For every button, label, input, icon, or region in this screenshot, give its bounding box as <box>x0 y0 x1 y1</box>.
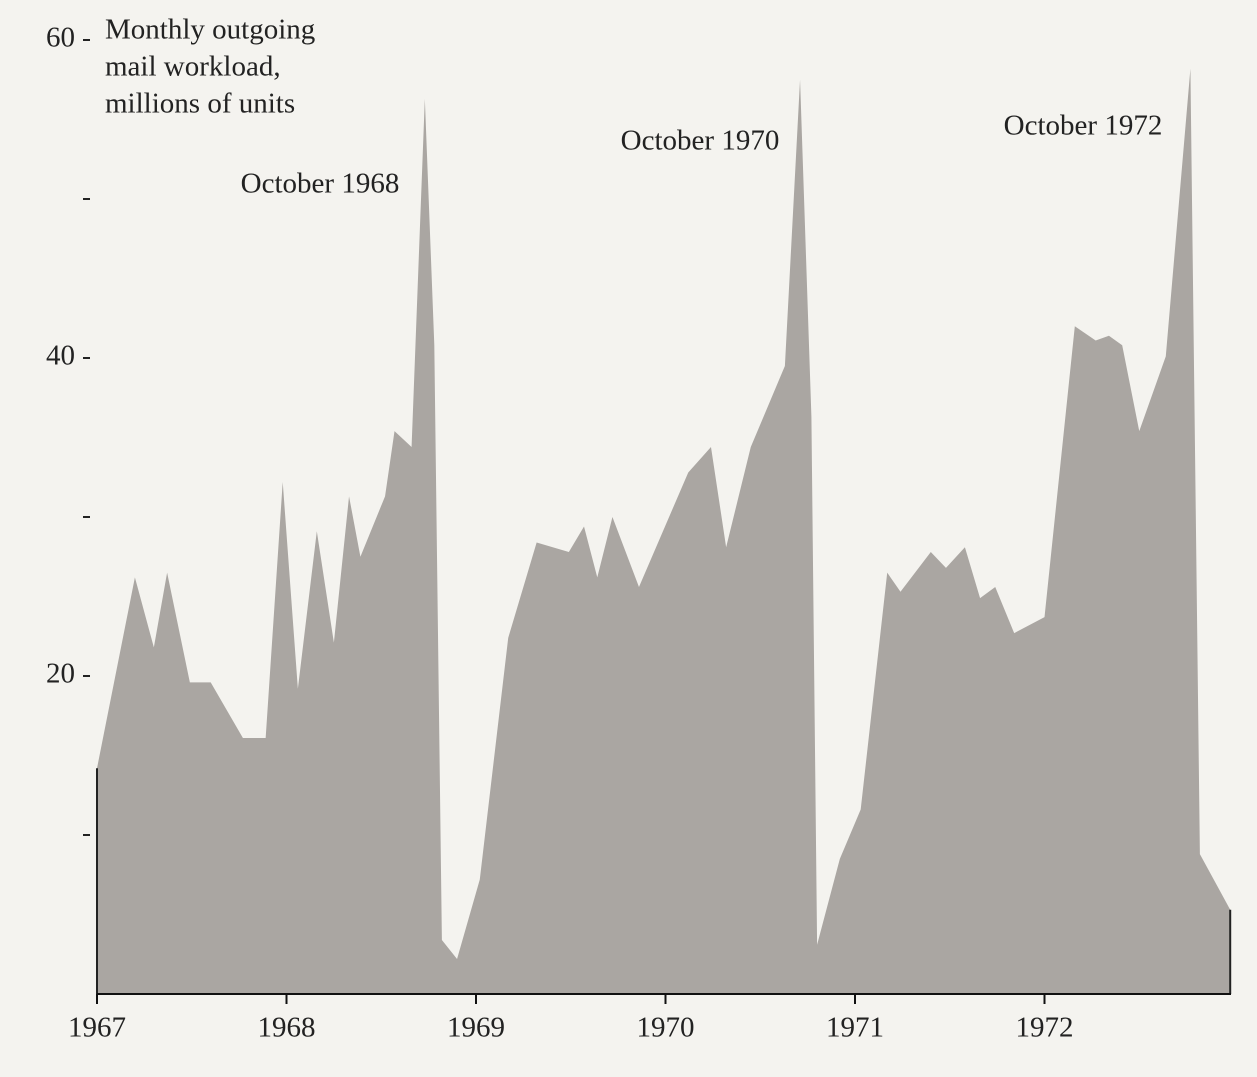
annotation: October 1970 <box>621 125 780 157</box>
x-tick-label: 1971 <box>826 1012 884 1044</box>
x-tick-label: 1970 <box>637 1012 695 1044</box>
annotation: October 1968 <box>241 168 400 200</box>
x-tick-label: 1969 <box>447 1012 505 1044</box>
x-tick-label: 1967 <box>68 1012 126 1044</box>
x-tick-label: 1968 <box>258 1012 316 1044</box>
y-tick-label: 40 <box>46 340 75 372</box>
y-axis-label: mail workload, <box>105 51 281 83</box>
y-tick-label: 60 <box>46 22 75 54</box>
annotation: October 1972 <box>1004 110 1163 142</box>
y-tick-label: 20 <box>46 658 75 690</box>
area <box>97 68 1231 995</box>
y-axis-label: millions of units <box>105 88 295 120</box>
y-axis-label: Monthly outgoing <box>105 14 315 46</box>
x-tick-label: 1972 <box>1016 1012 1074 1044</box>
